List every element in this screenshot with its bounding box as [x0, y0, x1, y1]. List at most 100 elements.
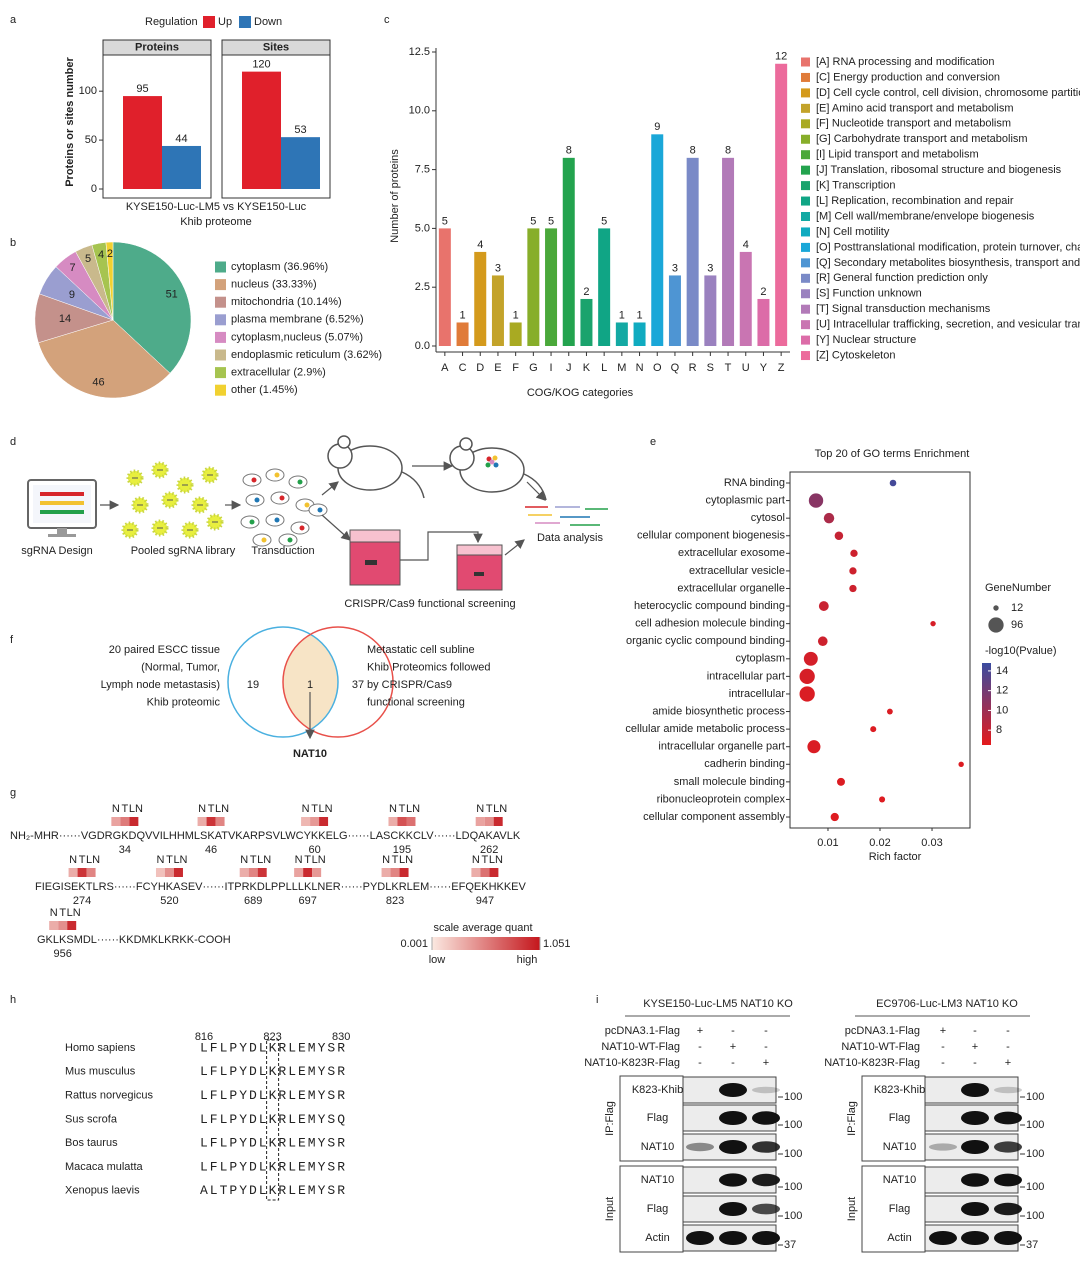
- x-tick-label: L: [601, 362, 607, 374]
- y-tick-label: extracellular organelle: [677, 582, 785, 594]
- heat-cell: [257, 868, 267, 877]
- value-label: 95: [136, 83, 148, 95]
- legend-swatch: [801, 273, 810, 283]
- sequence-text: ASEV······ITPR: [173, 881, 249, 893]
- legend-swatch: [215, 296, 226, 308]
- site-position: 823: [386, 895, 404, 907]
- heat-label: LN: [173, 854, 187, 866]
- blot-row-label: K823-Khib: [632, 1084, 683, 1096]
- legend-label: [O] Posttranslational modification, prot…: [816, 241, 1080, 253]
- heat-label: T: [250, 854, 257, 866]
- legend-swatch: [801, 351, 810, 361]
- legend-label: plasma membrane (6.52%): [231, 314, 364, 326]
- heat-cell: [49, 921, 59, 930]
- pie-slice: [105, 241, 114, 321]
- condition-sign: +: [972, 1041, 978, 1053]
- y-tick-label: 7.5: [415, 164, 430, 176]
- legend-swatch: [801, 72, 810, 82]
- color-tick-label: 8: [996, 724, 1002, 736]
- band: [719, 1202, 747, 1216]
- legend-label: [F] Nucleotide transport and metabolism: [816, 118, 1011, 130]
- legend-swatch: [215, 367, 226, 379]
- marker-label: 37: [1026, 1239, 1038, 1251]
- site-residue: K: [391, 881, 399, 893]
- bar: [242, 71, 281, 189]
- x-tick-label: M: [617, 362, 626, 374]
- value-label: 5: [530, 215, 536, 227]
- y-tick-label: cell adhesion molecule binding: [635, 618, 785, 630]
- value-label: 3: [495, 262, 501, 274]
- heat-cell: [310, 817, 320, 826]
- mouse-tail: [523, 473, 547, 501]
- venn-left-text: Lymph node metastasis): [101, 679, 220, 691]
- sequence-post: RLEMYSR: [278, 1183, 347, 1198]
- condition-sign: -: [764, 1041, 768, 1053]
- heat-cell: [388, 817, 398, 826]
- heat-label: T: [482, 854, 489, 866]
- size-legend-dot: [988, 617, 1004, 633]
- site-residue: K: [250, 881, 258, 893]
- x-tick-label: F: [512, 362, 519, 374]
- size-legend-label: 96: [1011, 619, 1023, 631]
- blot-row-label: Flag: [647, 1203, 668, 1215]
- color-tick-label: 14: [996, 665, 1008, 677]
- heat-label: N: [295, 854, 303, 866]
- condition-sign: -: [731, 1057, 735, 1069]
- bar: [722, 157, 735, 346]
- legend-label: Down: [254, 16, 282, 28]
- heat-label: T: [166, 854, 173, 866]
- value-label: 44: [175, 133, 187, 145]
- heat-label: N: [476, 803, 484, 815]
- sequence-pre: LFLPYDL: [200, 1088, 269, 1103]
- step-label: sgRNA Design: [21, 545, 93, 557]
- slice-label: 5: [85, 253, 91, 265]
- well-insert: [365, 560, 377, 565]
- bubble: [817, 636, 828, 647]
- legend-label: cytoplasm,nucleus (5.07%): [231, 331, 363, 343]
- plot-frame: [789, 471, 971, 829]
- value-label: 5: [601, 215, 607, 227]
- species-name: Sus scrofa: [65, 1113, 118, 1125]
- sequence-post: RLEMYSR: [278, 1088, 347, 1103]
- heat-cell: [111, 817, 121, 826]
- venn-left-text: Khib proteomic: [147, 696, 221, 708]
- marker-label: 100: [1026, 1119, 1044, 1131]
- band: [719, 1111, 747, 1125]
- heat-label: T: [311, 803, 318, 815]
- legend-swatch: [801, 181, 810, 191]
- value-label: 3: [672, 262, 678, 274]
- band: [719, 1140, 747, 1154]
- sequence-text: SMDL······KKDMKLKRKK-COOH: [66, 934, 230, 946]
- slice-label: 14: [59, 313, 71, 325]
- site-residue: K: [311, 830, 319, 842]
- heat-label: N: [50, 907, 58, 919]
- group-label: Input: [604, 1197, 616, 1221]
- legend-swatch: [801, 212, 810, 221]
- condition-sign: +: [1005, 1057, 1011, 1069]
- heat-label: T: [121, 803, 128, 815]
- site-position: 195: [393, 844, 411, 856]
- condition-sign: -: [1006, 1041, 1010, 1053]
- heat-label: T: [304, 854, 311, 866]
- y-tick-label: cytoplasm: [735, 653, 785, 665]
- site-position: 60: [308, 844, 320, 856]
- slice-label: 7: [69, 262, 75, 274]
- heat-label: T: [79, 854, 86, 866]
- sequence-site: K: [269, 1088, 279, 1103]
- y-tick-label: cytosol: [751, 512, 785, 524]
- sequence-text: HKKEV: [489, 881, 527, 893]
- legend-swatch: [239, 16, 251, 28]
- sequence-pre: LFLPYDL: [200, 1112, 269, 1127]
- y-tick-label: ribonucleoprotein complex: [657, 793, 786, 805]
- site-position: 947: [476, 895, 494, 907]
- bar: [456, 322, 469, 346]
- y-tick-label: 0.0: [415, 340, 430, 352]
- y-axis-label: Proteins or sites number: [64, 56, 76, 186]
- y-tick-label: 50: [85, 134, 97, 146]
- scale-low: low: [429, 954, 446, 966]
- heat-cell: [312, 868, 322, 877]
- sequence-post: RLEMYSR: [278, 1159, 347, 1174]
- band: [752, 1141, 780, 1153]
- marker-label: 100: [784, 1119, 802, 1131]
